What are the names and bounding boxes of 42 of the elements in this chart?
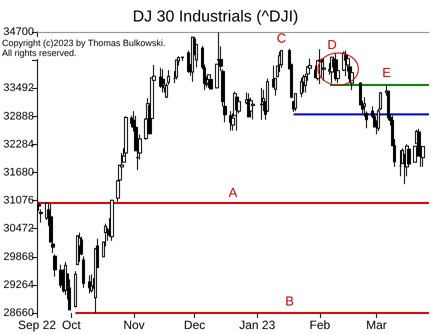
x-tick-label: Nov xyxy=(123,318,145,332)
candlestick xyxy=(300,78,303,98)
annotation: Copyright (c)2023 by Thomas Bulkowski. All rights reserved. xyxy=(2,38,168,58)
y-tick-label: 29868 xyxy=(3,250,34,263)
candlestick xyxy=(110,199,114,242)
chart-title: DJ 30 Industrials (^DJI) xyxy=(132,8,298,26)
y-tick-label: 30472 xyxy=(3,222,34,235)
candlestick xyxy=(82,256,85,288)
annotation: B xyxy=(285,294,294,308)
candlestick xyxy=(88,274,91,294)
candlestick xyxy=(322,57,326,82)
x-tick-label: Mar xyxy=(366,318,387,332)
candlestick xyxy=(175,58,178,80)
candlestick xyxy=(302,74,305,93)
ref-line-label: A xyxy=(228,185,238,200)
candlestick xyxy=(161,68,164,93)
annotation: C xyxy=(276,30,286,46)
y-tick-label: 34700 xyxy=(3,26,34,38)
x-tick-label: Feb xyxy=(310,318,331,332)
candlestick xyxy=(260,87,263,120)
y-tick-label: 31680 xyxy=(3,166,34,178)
candlestick xyxy=(181,56,184,62)
x-tick-label: Jan 23 xyxy=(239,318,276,332)
x-tick-label: Sep 22 xyxy=(18,318,56,332)
candlestick xyxy=(76,234,79,266)
annotation: E xyxy=(382,65,392,80)
candlestick xyxy=(191,36,194,82)
x-tick-label: Dec xyxy=(184,318,206,332)
candlestick xyxy=(399,150,402,177)
annotation: D xyxy=(327,37,337,52)
y-tick-label: 29264 xyxy=(3,278,34,291)
candlestick xyxy=(280,50,283,68)
candlestick xyxy=(159,67,162,88)
y-tick-label: 33492 xyxy=(3,82,34,94)
candlestick xyxy=(53,254,57,278)
x-tick-label: Oct xyxy=(62,318,82,332)
y-tick-label: 32284 xyxy=(3,138,34,150)
y-tick-label: 32888 xyxy=(3,110,34,122)
candlestick xyxy=(78,232,81,262)
y-tick-label: 31076 xyxy=(3,194,34,207)
y-tick-label: 28660 xyxy=(3,307,34,319)
candlestick xyxy=(74,270,77,308)
